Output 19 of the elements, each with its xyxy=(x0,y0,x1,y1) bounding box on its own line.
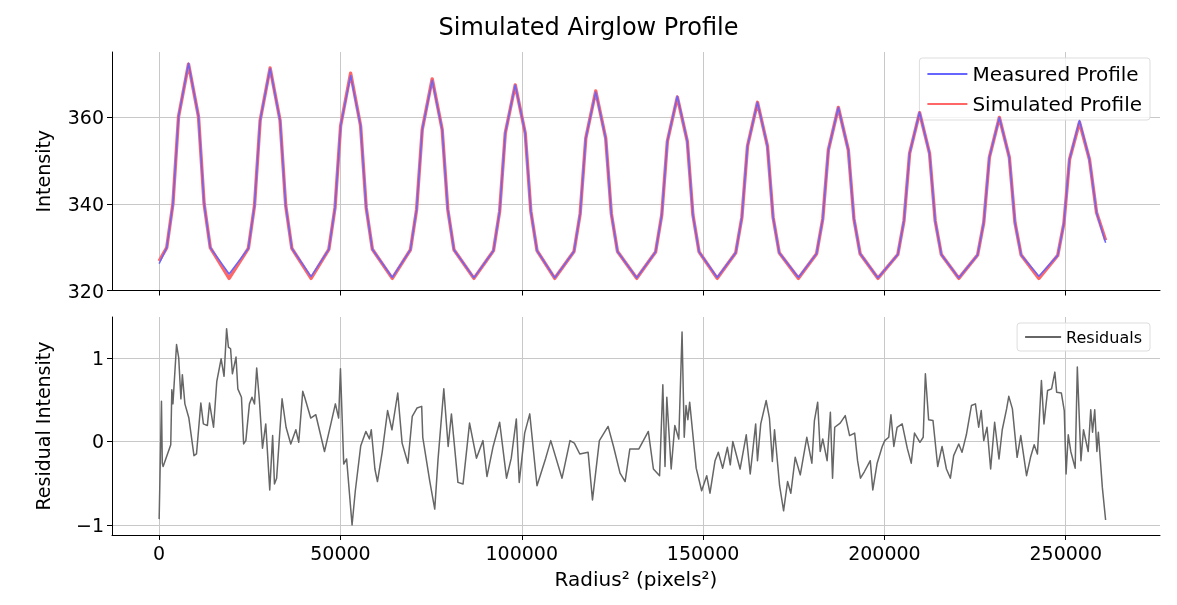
y-tick-label: 340 xyxy=(67,192,104,215)
legend-label: Measured Profile xyxy=(972,62,1139,86)
chart-title: Simulated Airglow Profile xyxy=(438,13,739,41)
y-tick-label: 320 xyxy=(67,279,104,302)
y-tick-label: −1 xyxy=(75,513,104,536)
y-tick-label: 360 xyxy=(67,106,104,129)
y-axis-title: Residual Intensity xyxy=(31,341,54,511)
x-tick-label: 250000 xyxy=(1029,541,1102,564)
x-tick-label: 200000 xyxy=(848,541,921,564)
y-tick-label: 0 xyxy=(91,430,104,453)
x-tick-label: 150000 xyxy=(666,541,740,564)
x-tick-label: 100000 xyxy=(485,541,559,564)
x-axis-title: Radius² (pixels²) xyxy=(554,567,718,591)
legend-label: Residuals xyxy=(1066,327,1142,347)
y-tick-label: 1 xyxy=(91,346,104,369)
y-axis-title: Intensity xyxy=(31,129,54,213)
x-tick-label: 50000 xyxy=(310,541,371,564)
x-tick-label: 0 xyxy=(153,541,166,564)
legend-label: Simulated Profile xyxy=(972,92,1142,116)
